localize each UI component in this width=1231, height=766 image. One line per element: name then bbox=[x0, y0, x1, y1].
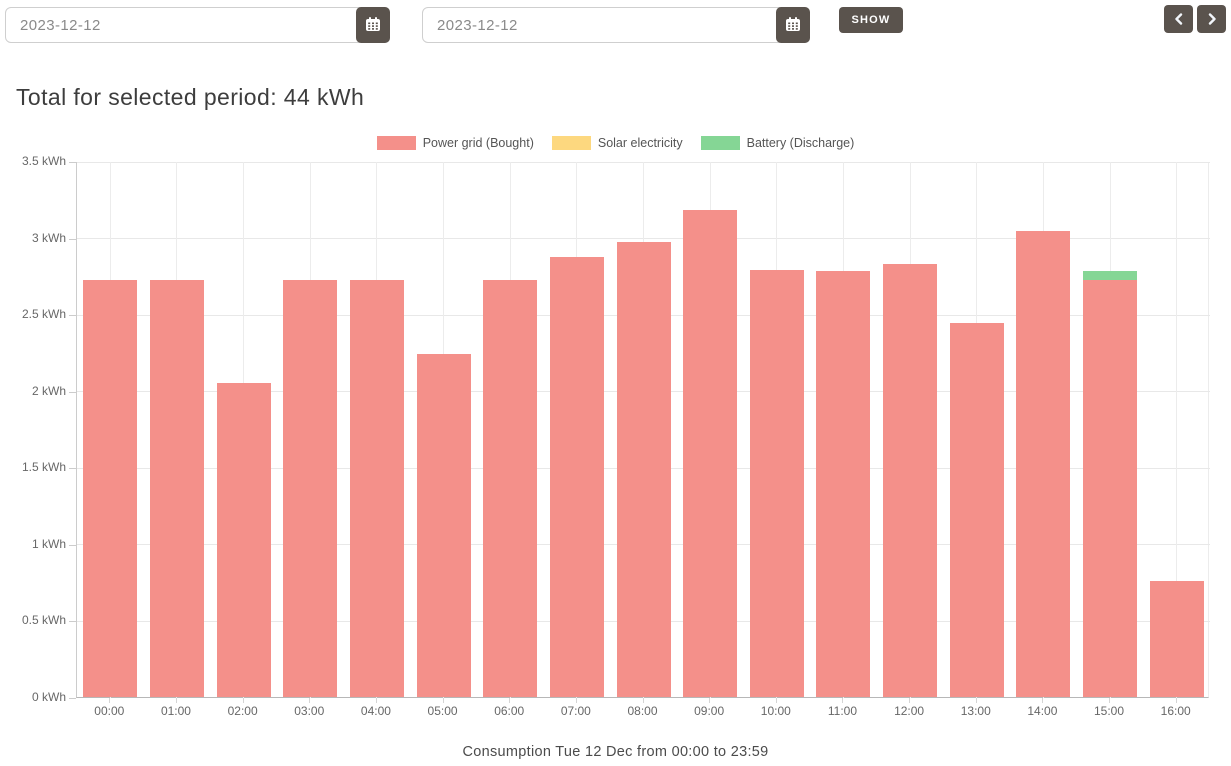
bar-segment bbox=[883, 263, 938, 697]
x-axis-tick bbox=[909, 698, 911, 703]
gridline bbox=[1176, 162, 1178, 698]
y-axis-tick bbox=[69, 698, 76, 699]
chevron-left-icon bbox=[1173, 13, 1185, 25]
legend-item[interactable]: Power grid (Bought) bbox=[376, 136, 534, 150]
x-axis-tick bbox=[242, 698, 244, 703]
bar-segment bbox=[283, 280, 338, 697]
x-axis-tick bbox=[1175, 698, 1177, 703]
x-axis-label: 09:00 bbox=[694, 704, 725, 718]
show-button[interactable]: SHOW bbox=[839, 7, 903, 33]
x-axis-label: 06:00 bbox=[494, 704, 525, 718]
y-axis-tick bbox=[69, 162, 76, 163]
legend-label: Power grid (Bought) bbox=[422, 136, 534, 150]
y-axis-tick bbox=[69, 544, 76, 546]
y-axis-tick bbox=[69, 238, 76, 240]
x-axis-label: 10:00 bbox=[760, 704, 791, 718]
x-axis-label: 07:00 bbox=[560, 704, 591, 718]
x-axis-tick bbox=[642, 698, 644, 703]
bar-segment bbox=[349, 280, 404, 697]
legend-swatch bbox=[551, 136, 591, 150]
chart-caption: Consumption Tue 12 Dec from 00:00 to 23:… bbox=[462, 744, 769, 760]
x-axis-tick bbox=[775, 698, 777, 703]
bar-segment bbox=[616, 242, 671, 697]
x-axis-label: 14:00 bbox=[1027, 704, 1058, 718]
y-axis-label: 0 kWh bbox=[31, 690, 66, 704]
bar-segment bbox=[1016, 231, 1071, 697]
chevron-right-icon bbox=[1206, 13, 1218, 25]
y-axis-label: 0.5 kWh bbox=[21, 613, 66, 628]
x-axis-label: 01:00 bbox=[160, 704, 191, 718]
y-axis-tick bbox=[69, 621, 76, 623]
date-to-group bbox=[422, 7, 810, 43]
x-axis-tick bbox=[509, 698, 511, 703]
next-day-button[interactable] bbox=[1197, 5, 1226, 33]
prev-day-button[interactable] bbox=[1164, 5, 1193, 33]
bar-segment bbox=[949, 323, 1004, 697]
bar-segment bbox=[483, 280, 538, 697]
chart-plot-area bbox=[76, 161, 1210, 698]
x-axis-label: 00:00 bbox=[94, 704, 125, 718]
chart-legend: Power grid (Bought) Solar electricity Batt… bbox=[0, 136, 1231, 150]
x-axis-tick bbox=[175, 698, 177, 703]
y-axis-tick bbox=[69, 468, 76, 470]
bar-segment bbox=[149, 280, 204, 697]
date-from-input[interactable] bbox=[5, 7, 390, 43]
date-to-input[interactable] bbox=[422, 7, 810, 43]
bar-segment bbox=[216, 383, 271, 697]
x-axis-label: 02:00 bbox=[227, 704, 258, 718]
y-axis-label: 3.5 kWh bbox=[21, 154, 66, 168]
date-from-group bbox=[5, 7, 390, 43]
x-axis-tick bbox=[1109, 698, 1111, 703]
x-axis-label: 12:00 bbox=[894, 704, 925, 718]
x-axis-label: 13:00 bbox=[960, 704, 991, 718]
x-axis-label: 03:00 bbox=[294, 704, 325, 718]
legend-label: Battery (Discharge) bbox=[746, 136, 855, 150]
x-axis-label: 15:00 bbox=[1094, 704, 1125, 718]
y-axis-label: 2.5 kWh bbox=[21, 307, 66, 322]
x-axis-tick bbox=[375, 698, 377, 703]
x-axis-tick bbox=[109, 698, 111, 703]
y-axis-label: 1 kWh bbox=[31, 536, 66, 551]
x-axis-tick bbox=[575, 698, 577, 703]
bar-segment bbox=[416, 353, 471, 697]
x-axis-tick bbox=[1042, 698, 1044, 703]
x-axis-label: 16:00 bbox=[1160, 704, 1191, 718]
date-to-calendar-button[interactable] bbox=[776, 7, 810, 43]
legend-label: Solar electricity bbox=[597, 136, 683, 150]
y-axis-label: 2 kWh bbox=[31, 383, 66, 398]
x-axis-label: 04:00 bbox=[360, 704, 391, 718]
calendar-icon bbox=[785, 16, 801, 35]
bar-segment bbox=[816, 271, 871, 697]
bar-segment bbox=[1083, 280, 1138, 697]
legend-item[interactable]: Battery (Discharge) bbox=[700, 136, 855, 150]
bar-segment bbox=[1083, 271, 1138, 281]
y-axis-tick bbox=[69, 315, 76, 317]
legend-swatch bbox=[376, 136, 416, 150]
calendar-icon bbox=[365, 16, 381, 35]
y-axis-label: 3 kWh bbox=[31, 230, 66, 245]
bar-segment bbox=[683, 210, 738, 697]
x-axis-label: 05:00 bbox=[427, 704, 458, 718]
x-axis-tick bbox=[442, 698, 444, 703]
bar-segment bbox=[83, 280, 138, 697]
y-axis-label: 1.5 kWh bbox=[21, 460, 66, 475]
x-axis-tick bbox=[975, 698, 977, 703]
x-axis-tick bbox=[842, 698, 844, 703]
bar-segment bbox=[549, 257, 604, 697]
x-axis-tick bbox=[309, 698, 311, 703]
legend-item[interactable]: Solar electricity bbox=[551, 136, 683, 150]
date-from-calendar-button[interactable] bbox=[356, 7, 390, 43]
x-axis-label: 08:00 bbox=[627, 704, 658, 718]
bar-segment bbox=[749, 269, 804, 697]
x-axis-label: 11:00 bbox=[827, 704, 857, 718]
legend-swatch bbox=[700, 136, 740, 150]
x-axis-tick bbox=[709, 698, 711, 703]
page-title: Total for selected period: 44 kWh bbox=[16, 84, 365, 110]
bar-segment bbox=[1149, 580, 1204, 697]
y-axis-tick bbox=[69, 391, 76, 393]
